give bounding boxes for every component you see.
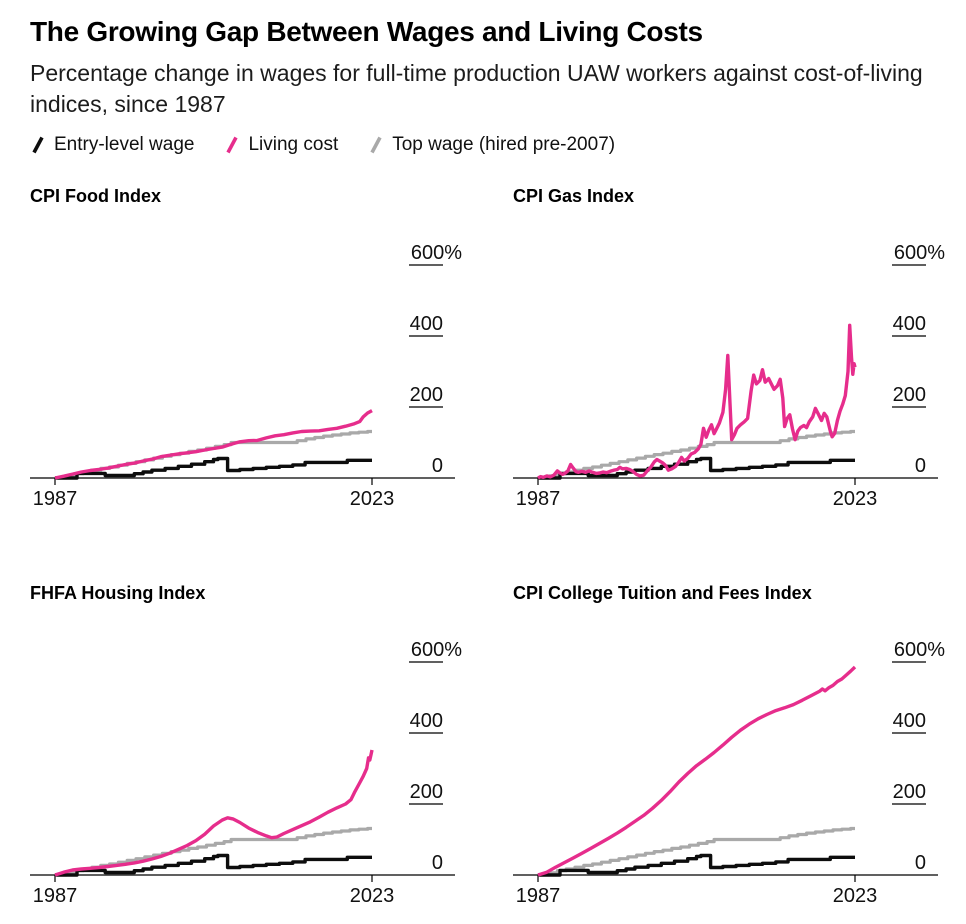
y-tick-label: 400 bbox=[893, 710, 926, 732]
y-tick-label: 0 bbox=[432, 852, 443, 874]
y-tick-label: 200 bbox=[893, 781, 926, 803]
panel-title: CPI College Tuition and Fees Index bbox=[513, 583, 812, 604]
y-tick-label: 200 bbox=[893, 384, 926, 406]
top-wage-line bbox=[538, 430, 855, 480]
entry-level-wage-line bbox=[538, 457, 855, 481]
entry-level-wage-line bbox=[55, 457, 372, 481]
living-cost-line bbox=[54, 409, 373, 481]
living-cost-line bbox=[537, 666, 857, 877]
panel-cpi-food: CPI Food Index 1987 2023 0 200 400 600% bbox=[0, 186, 483, 527]
y-tick-label: 0 bbox=[915, 852, 926, 874]
living-cost-line bbox=[54, 749, 374, 877]
x-tick-label: 1987 bbox=[516, 488, 561, 510]
y-tick-label: 0 bbox=[915, 455, 926, 477]
legend-label: Top wage (hired pre-2007) bbox=[392, 134, 616, 156]
legend-item-top-wage: Top wage (hired pre-2007) bbox=[368, 134, 615, 156]
y-tick-label: 0 bbox=[432, 455, 443, 477]
entry-level-wage-slash-icon bbox=[32, 136, 44, 154]
panel-title: FHFA Housing Index bbox=[30, 583, 206, 604]
cpi-food-chart: 1987 2023 0 200 400 600% bbox=[30, 242, 462, 510]
legend-item-entry-level-wage: Entry-level wage bbox=[30, 134, 194, 156]
legend-item-living-cost: Living cost bbox=[224, 134, 338, 156]
chart-title: The Growing Gap Between Wages and Living… bbox=[30, 16, 703, 47]
y-tick-label: 600% bbox=[894, 639, 945, 661]
x-tick-label: 1987 bbox=[516, 885, 561, 907]
chart-subtitle: Percentage change in wages for full-time… bbox=[30, 60, 923, 117]
legend: Entry-level wage Living cost Top wage (h… bbox=[30, 134, 930, 156]
x-tick-label: 2023 bbox=[833, 885, 878, 907]
living-cost-line bbox=[537, 323, 857, 480]
x-tick-label: 2023 bbox=[350, 885, 395, 907]
y-tick-label: 600% bbox=[894, 242, 945, 264]
fhfa-housing-chart: 1987 2023 0 200 400 600% bbox=[30, 639, 462, 907]
cpi-gas-chart: 1987 2023 0 200 400 600% bbox=[513, 242, 945, 510]
x-tick-label: 1987 bbox=[33, 885, 78, 907]
panel-fhfa-housing: FHFA Housing Index 1987 2023 0 200 400 600% bbox=[0, 583, 483, 924]
cpi-college-tuition-chart: 1987 2023 0 200 400 600% bbox=[513, 639, 945, 907]
top-wage-line bbox=[55, 430, 372, 480]
panels-grid: CPI Food Index 1987 2023 0 200 400 600% CPI G… bbox=[0, 186, 945, 924]
y-tick-label: 400 bbox=[893, 313, 926, 335]
y-tick-label: 400 bbox=[410, 710, 443, 732]
top-wage-slash-icon bbox=[370, 136, 382, 154]
top-wage-line bbox=[538, 827, 855, 877]
legend-label: Entry-level wage bbox=[54, 134, 195, 156]
entry-level-wage-line bbox=[538, 854, 855, 878]
y-tick-label: 600% bbox=[411, 242, 462, 264]
legend-label: Living cost bbox=[248, 134, 339, 156]
panel-title: CPI Gas Index bbox=[513, 186, 635, 207]
panel-title: CPI Food Index bbox=[30, 186, 162, 207]
y-tick-label: 600% bbox=[411, 639, 462, 661]
y-tick-label: 200 bbox=[410, 384, 443, 406]
y-tick-label: 400 bbox=[410, 313, 443, 335]
entry-level-wage-line bbox=[55, 854, 372, 878]
living-cost-slash-icon bbox=[226, 136, 239, 154]
x-tick-label: 1987 bbox=[33, 488, 78, 510]
y-tick-label: 200 bbox=[410, 781, 443, 803]
x-tick-label: 2023 bbox=[833, 488, 878, 510]
panel-cpi-college-tuition: CPI College Tuition and Fees Index 1987 2… bbox=[483, 583, 966, 924]
panel-cpi-gas: CPI Gas Index 1987 2023 0 200 400 600% bbox=[483, 186, 966, 527]
x-tick-label: 2023 bbox=[350, 488, 395, 510]
